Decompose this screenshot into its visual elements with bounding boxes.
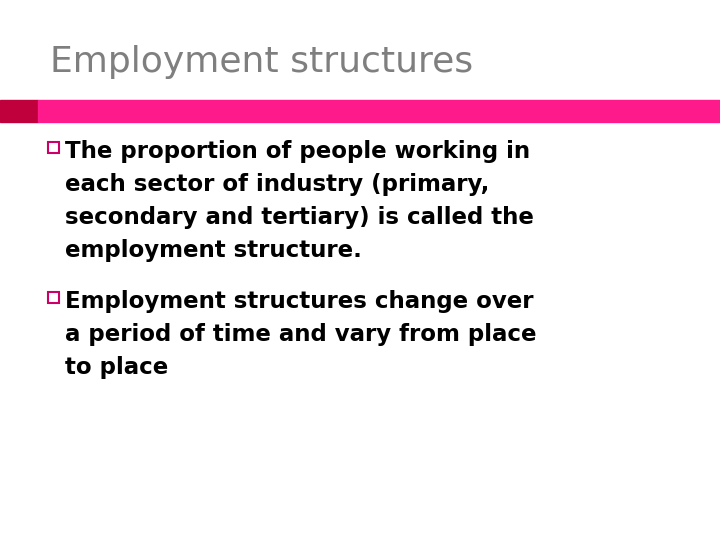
- Text: each sector of industry (primary,: each sector of industry (primary,: [65, 173, 490, 196]
- Text: secondary and tertiary) is called the: secondary and tertiary) is called the: [65, 206, 534, 229]
- Text: to place: to place: [65, 356, 168, 379]
- Text: The proportion of people working in: The proportion of people working in: [65, 140, 530, 163]
- Text: Employment structures change over: Employment structures change over: [65, 290, 534, 313]
- Text: Employment structures: Employment structures: [50, 45, 473, 79]
- Bar: [0, 100, 38, 122]
- Bar: [48, 292, 59, 303]
- Text: employment structure.: employment structure.: [65, 239, 362, 262]
- Text: a period of time and vary from place: a period of time and vary from place: [65, 323, 536, 346]
- Bar: [48, 142, 59, 153]
- Bar: [38, 100, 720, 122]
